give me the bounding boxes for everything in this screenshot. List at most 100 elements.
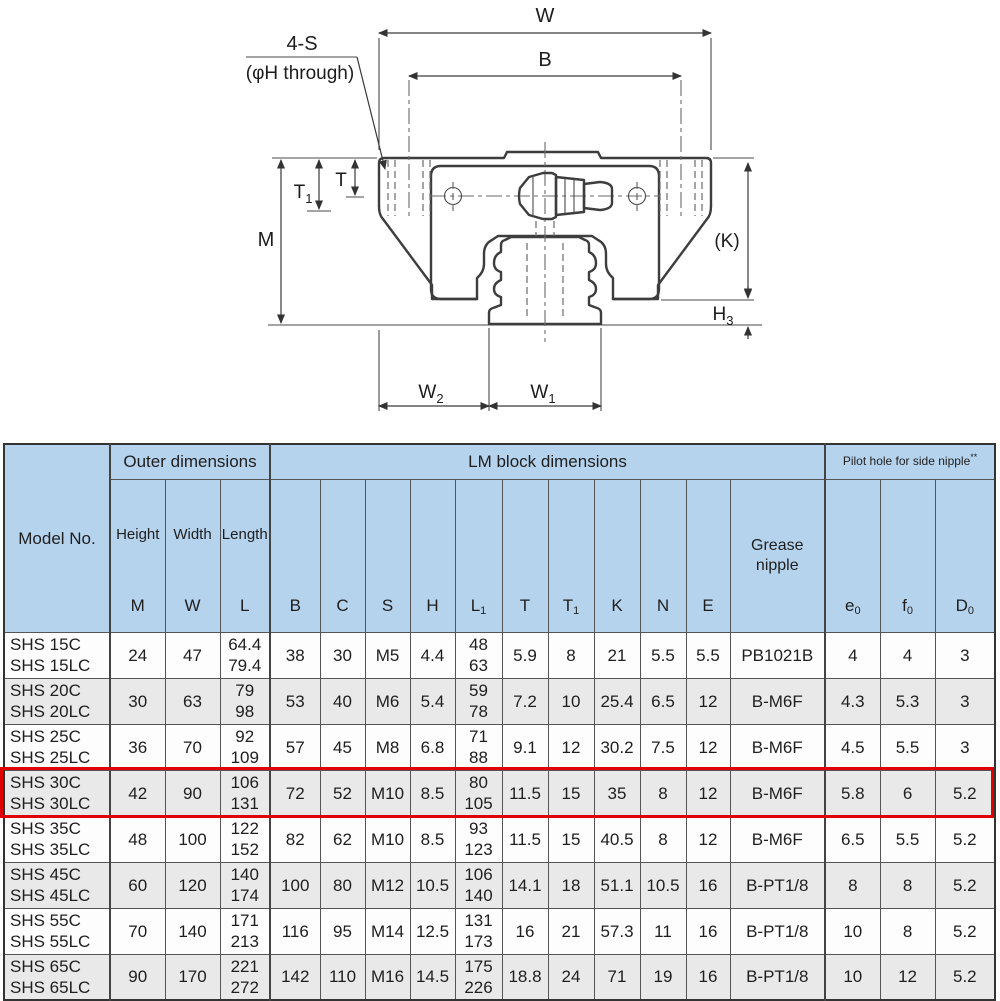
value-cell: 38 (269, 631, 321, 679)
value-cell: 6 (879, 769, 936, 817)
value-cell: PB1021B (729, 631, 826, 679)
value-cell: 59 78 (454, 677, 503, 725)
value-cell: 53 (269, 677, 321, 725)
value-cell: B-M6F (729, 723, 826, 771)
value-cell: M10 (364, 769, 411, 817)
model-cell: SHS 30C SHS 30LC (3, 769, 111, 817)
dim-label-w: W (536, 5, 555, 27)
model-cell: SHS 45C SHS 45LC (3, 861, 111, 909)
value-cell: 70 (164, 723, 221, 771)
value-cell: 5.5 (685, 631, 731, 679)
value-cell: 11.5 (501, 815, 549, 863)
value-cell: 90 (164, 769, 221, 817)
value-cell: 12 (685, 769, 731, 817)
value-cell: 221 272 (219, 953, 271, 1001)
value-cell: 80 (319, 861, 366, 909)
technical-drawing: W B 4-S (φH through) M T1 T (K) H3 W2 W1 (0, 0, 1000, 443)
value-cell: 14.1 (501, 861, 549, 909)
value-cell: 5.3 (879, 677, 936, 725)
value-cell: 25.4 (593, 677, 641, 725)
value-cell: 57.3 (593, 907, 641, 955)
value-cell: 60 (109, 861, 166, 909)
value-cell: 18.8 (501, 953, 549, 1001)
value-cell: 8.5 (409, 815, 456, 863)
table-row: SHS 55C SHS 55LC 70 140 171 213 116 95 M14 12.5… (3, 907, 996, 955)
col-header-c: C (319, 478, 366, 633)
value-cell: 40.5 (593, 815, 641, 863)
header-group-outer-dimensions: Outer dimensions (109, 443, 271, 480)
col-header-t: T (501, 478, 549, 633)
value-cell: 79 98 (219, 677, 271, 725)
value-cell: 12.5 (409, 907, 456, 955)
col-header-l1: L1 (454, 478, 503, 633)
value-cell: 3 (934, 677, 996, 725)
value-cell: 4.4 (409, 631, 456, 679)
value-cell: B-PT1/8 (729, 907, 826, 955)
value-cell: 170 (164, 953, 221, 1001)
value-cell: M10 (364, 815, 411, 863)
value-cell: 100 (164, 815, 221, 863)
value-cell: 10 (824, 953, 881, 1001)
value-cell: 140 174 (219, 861, 271, 909)
value-cell: 21 (593, 631, 641, 679)
dim-label-k: (K) (714, 231, 739, 252)
rail-profile (487, 235, 603, 326)
table-row: SHS 15C SHS 15LC 24 47 64.4 79.4 38 30 M5 4.4 48… (3, 631, 996, 679)
model-cell: SHS 35C SHS 35LC (3, 815, 111, 863)
value-cell: 8 (824, 861, 881, 909)
value-cell: 5.8 (824, 769, 881, 817)
dimensions-table-wrap: Model No. Outer dimensions LM block dime… (3, 443, 997, 1001)
value-cell: 21 (547, 907, 595, 955)
value-cell: 93 123 (454, 815, 503, 863)
value-cell: 16 (685, 907, 731, 955)
block-right-flange (611, 204, 713, 301)
value-cell: 7.5 (639, 723, 687, 771)
value-cell: 100 (269, 861, 321, 909)
dim-label-b: B (538, 49, 551, 71)
col-header-n: N (639, 478, 687, 633)
left-hole-hidden-lines (387, 160, 431, 216)
value-cell: 35 (593, 769, 641, 817)
value-cell: 8.5 (409, 769, 456, 817)
table-row: SHS 20C SHS 20LC 30 63 79 98 53 40 M6 5.4 59 78 7… (3, 677, 996, 725)
value-cell: B-PT1/8 (729, 861, 826, 909)
value-cell: 30 (109, 677, 166, 725)
dimensions-table: Model No. Outer dimensions LM block dime… (3, 443, 997, 1001)
value-cell: 92 109 (219, 723, 271, 771)
lm-block-cross-section: W B 4-S (φH through) M T1 T (K) H3 W2 W1 (246, 5, 762, 411)
bolt-centerlines (408, 80, 682, 220)
k-reference-lines (661, 157, 754, 301)
dim-label-h3: H3 (713, 304, 734, 328)
value-cell: 4 (824, 631, 881, 679)
value-cell: 106 140 (454, 861, 503, 909)
value-cell: 90 (109, 953, 166, 1001)
value-cell: 48 63 (454, 631, 503, 679)
table-row: SHS 25C SHS 25LC 36 70 92 109 57 45 M8 6.8 71 88… (3, 723, 996, 771)
value-cell: 16 (501, 907, 549, 955)
value-cell: B-M6F (729, 769, 826, 817)
model-cell: SHS 25C SHS 25LC (3, 723, 111, 771)
value-cell: 12 (685, 815, 731, 863)
value-cell: 122 152 (219, 815, 271, 863)
value-cell: 82 (269, 815, 321, 863)
value-cell: 14.5 (409, 953, 456, 1001)
value-cell: 24 (547, 953, 595, 1001)
value-cell: 16 (685, 953, 731, 1001)
w1-w2-extension-lines (378, 328, 602, 411)
col-header-t1: T1 (547, 478, 595, 633)
value-cell: 6.5 (639, 677, 687, 725)
value-cell: 5.2 (934, 861, 996, 909)
col-header-s: S (364, 478, 411, 633)
table-row: SHS 65C SHS 65LC 90 170 221 272 142 110 M16 14.… (3, 953, 996, 1001)
value-cell: M14 (364, 907, 411, 955)
value-cell: 3 (934, 723, 996, 771)
value-cell: 71 (593, 953, 641, 1001)
value-cell: 4 (879, 631, 936, 679)
grease-nipple-drawing (517, 171, 614, 221)
hole-circle-centerlines (452, 182, 638, 212)
value-cell: 48 (109, 815, 166, 863)
value-cell: 62 (319, 815, 366, 863)
rail-hidden-lines (526, 221, 564, 318)
value-cell: 95 (319, 907, 366, 955)
col-header-length: Length L (219, 478, 271, 633)
